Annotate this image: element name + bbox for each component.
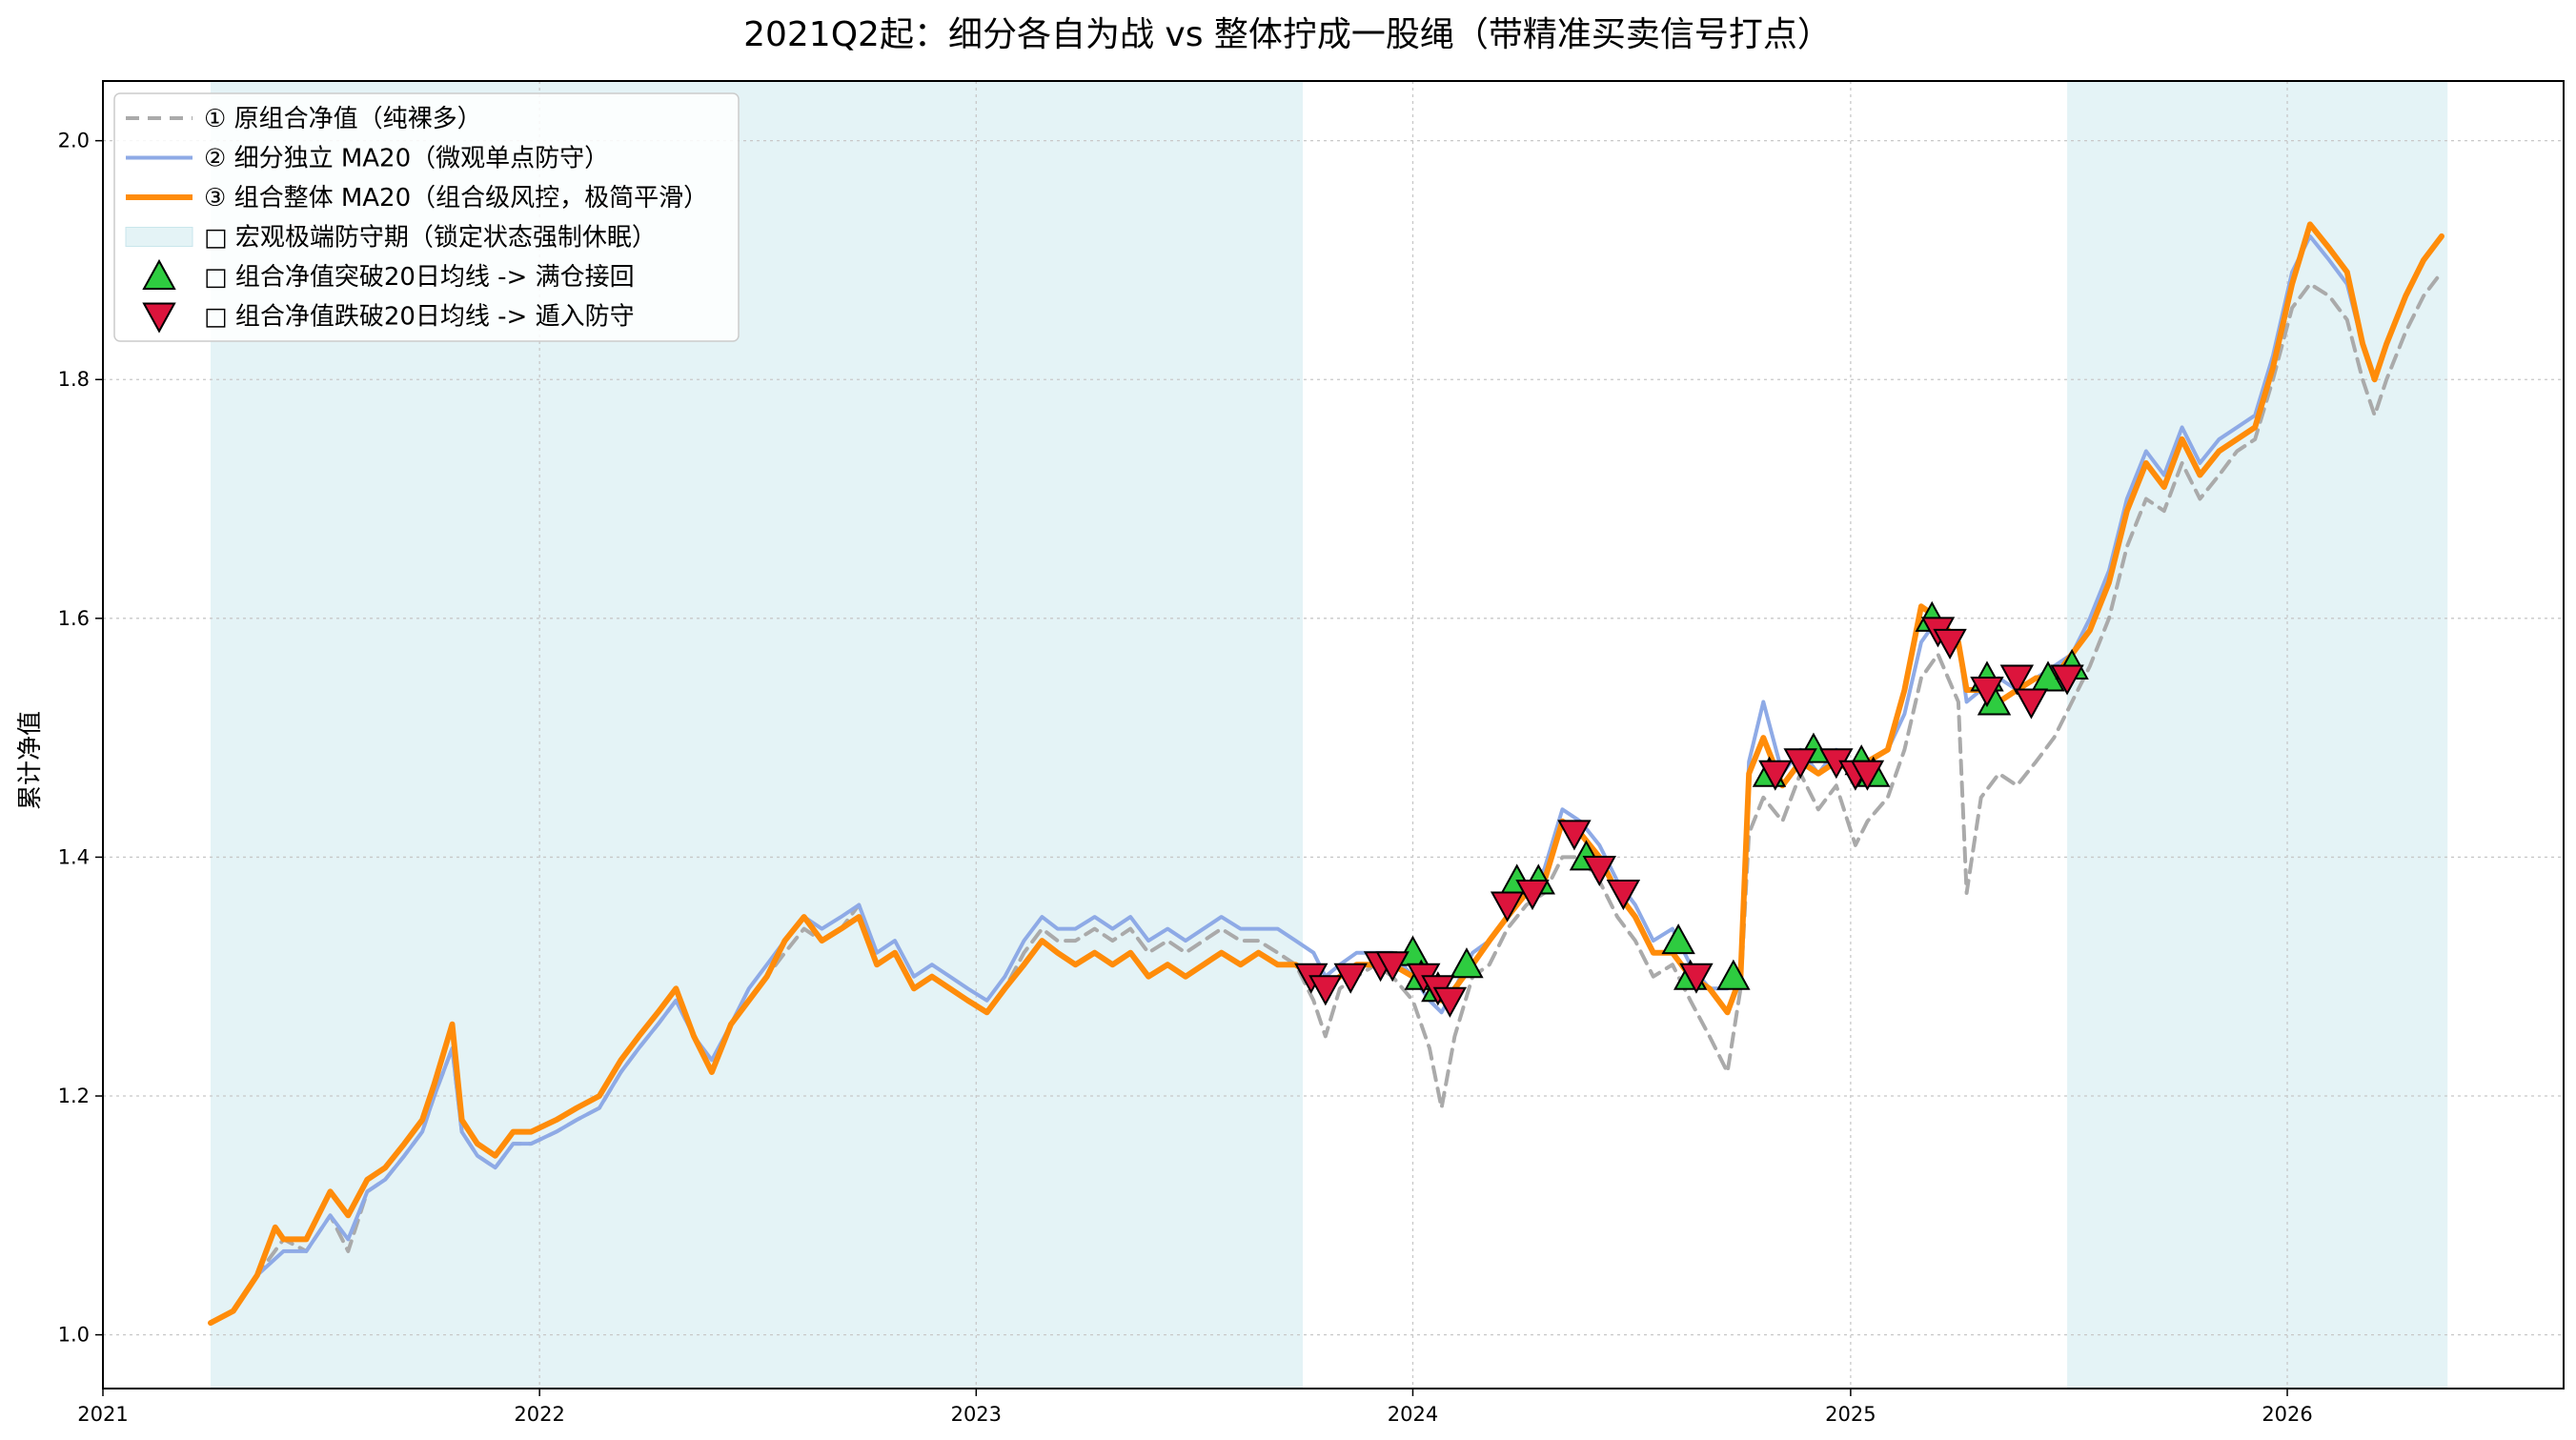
y-tick-label-1.2: 1.2 [58, 1085, 90, 1107]
sell-signal-marker-23 [1999, 664, 2035, 696]
plot-frame [102, 80, 2565, 1389]
y-axis-ticks: 1.0 1.2 1.4 1.6 1.8 2.0 [58, 130, 103, 1347]
legend-item-6-label: □ 组合净值跌破20日均线 -> 遁入防守 [204, 303, 635, 332]
x-tick-label-2022: 2022 [514, 1403, 564, 1426]
chart-title: 2021Q2起：细分各自为战 vs 整体拧成一股绳（带精准买卖信号打点） [743, 15, 1832, 54]
shaded-period-2 [2067, 81, 2448, 1389]
buy-signal-marker-10 [1716, 959, 1751, 990]
x-tick-label-2021: 2021 [77, 1403, 128, 1426]
buy-signal-marker-8 [1661, 923, 1695, 955]
x-tick-label-2026: 2026 [2262, 1403, 2312, 1426]
signal-markers [1294, 600, 2089, 1018]
sell-signal-marker-21 [1933, 628, 1967, 659]
legend-item-3-label: ③ 组合整体 MA20（组合级风控，极简平滑） [204, 184, 708, 213]
sell-signal-marker-19 [1850, 760, 1885, 791]
legend-item-4-swatch [125, 227, 193, 247]
x-tick-label-2025: 2025 [1825, 1403, 1876, 1426]
y-tick-label-2.0: 2.0 [58, 130, 90, 152]
x-tick-label-2023: 2023 [951, 1403, 1002, 1426]
sell-signal-marker-10 [1515, 880, 1550, 911]
x-tick-label-2024: 2024 [1388, 1403, 1438, 1426]
legend: ① 原组合净值（纯裸多） ② 细分独立 MA20（微观单点防守） ③ 组合整体 MA… [113, 92, 740, 342]
sell-signal-marker-9 [1490, 891, 1525, 923]
y-tick-label-1.4: 1.4 [58, 845, 90, 868]
sell-signal-marker-5 [1375, 951, 1410, 983]
sell-signal-marker-14 [1679, 963, 1714, 994]
y-axis-label: 累计净值 [16, 711, 45, 810]
sell-signal-marker-15 [1758, 760, 1793, 791]
legend-box [113, 92, 740, 342]
legend-item-4-label: □ 宏观极端防守期（锁定状态强制休眠） [204, 224, 657, 253]
legend-item-1-label: ① 原组合净值（纯裸多） [204, 105, 482, 133]
sell-signal-marker-2 [1308, 975, 1343, 1006]
legend-item-6-swatch [142, 302, 176, 334]
buy-signal-marker-18 [2031, 660, 2065, 692]
sell-signal-marker-3 [1333, 963, 1368, 994]
sell-signal-marker-22 [1970, 677, 2004, 708]
legend-item-5-label: □ 组合净值突破20日均线 -> 满仓接回 [204, 263, 635, 292]
legend-item-5-swatch [142, 258, 176, 290]
buy-signal-marker-4 [1450, 947, 1484, 979]
sell-signal-marker-25 [2050, 664, 2084, 696]
y-tick-label-1.0: 1.0 [58, 1324, 90, 1347]
sell-signal-marker-11 [1557, 820, 1592, 851]
legend-item-2-label: ② 细分独立 MA20（微观单点防守） [204, 145, 609, 173]
sell-signal-marker-8 [1432, 986, 1468, 1018]
grid-lines [102, 81, 2564, 1389]
y-tick-label-1.8: 1.8 [58, 368, 90, 391]
y-tick-label-1.6: 1.6 [58, 607, 90, 630]
sell-signal-marker-12 [1582, 855, 1616, 887]
sell-signal-marker-16 [1783, 748, 1817, 780]
sell-signal-marker-13 [1606, 880, 1641, 911]
x-axis-ticks: 2021 2022 2023 2024 2025 2026 [77, 1389, 2313, 1426]
sell-signal-marker-24 [2014, 688, 2049, 720]
